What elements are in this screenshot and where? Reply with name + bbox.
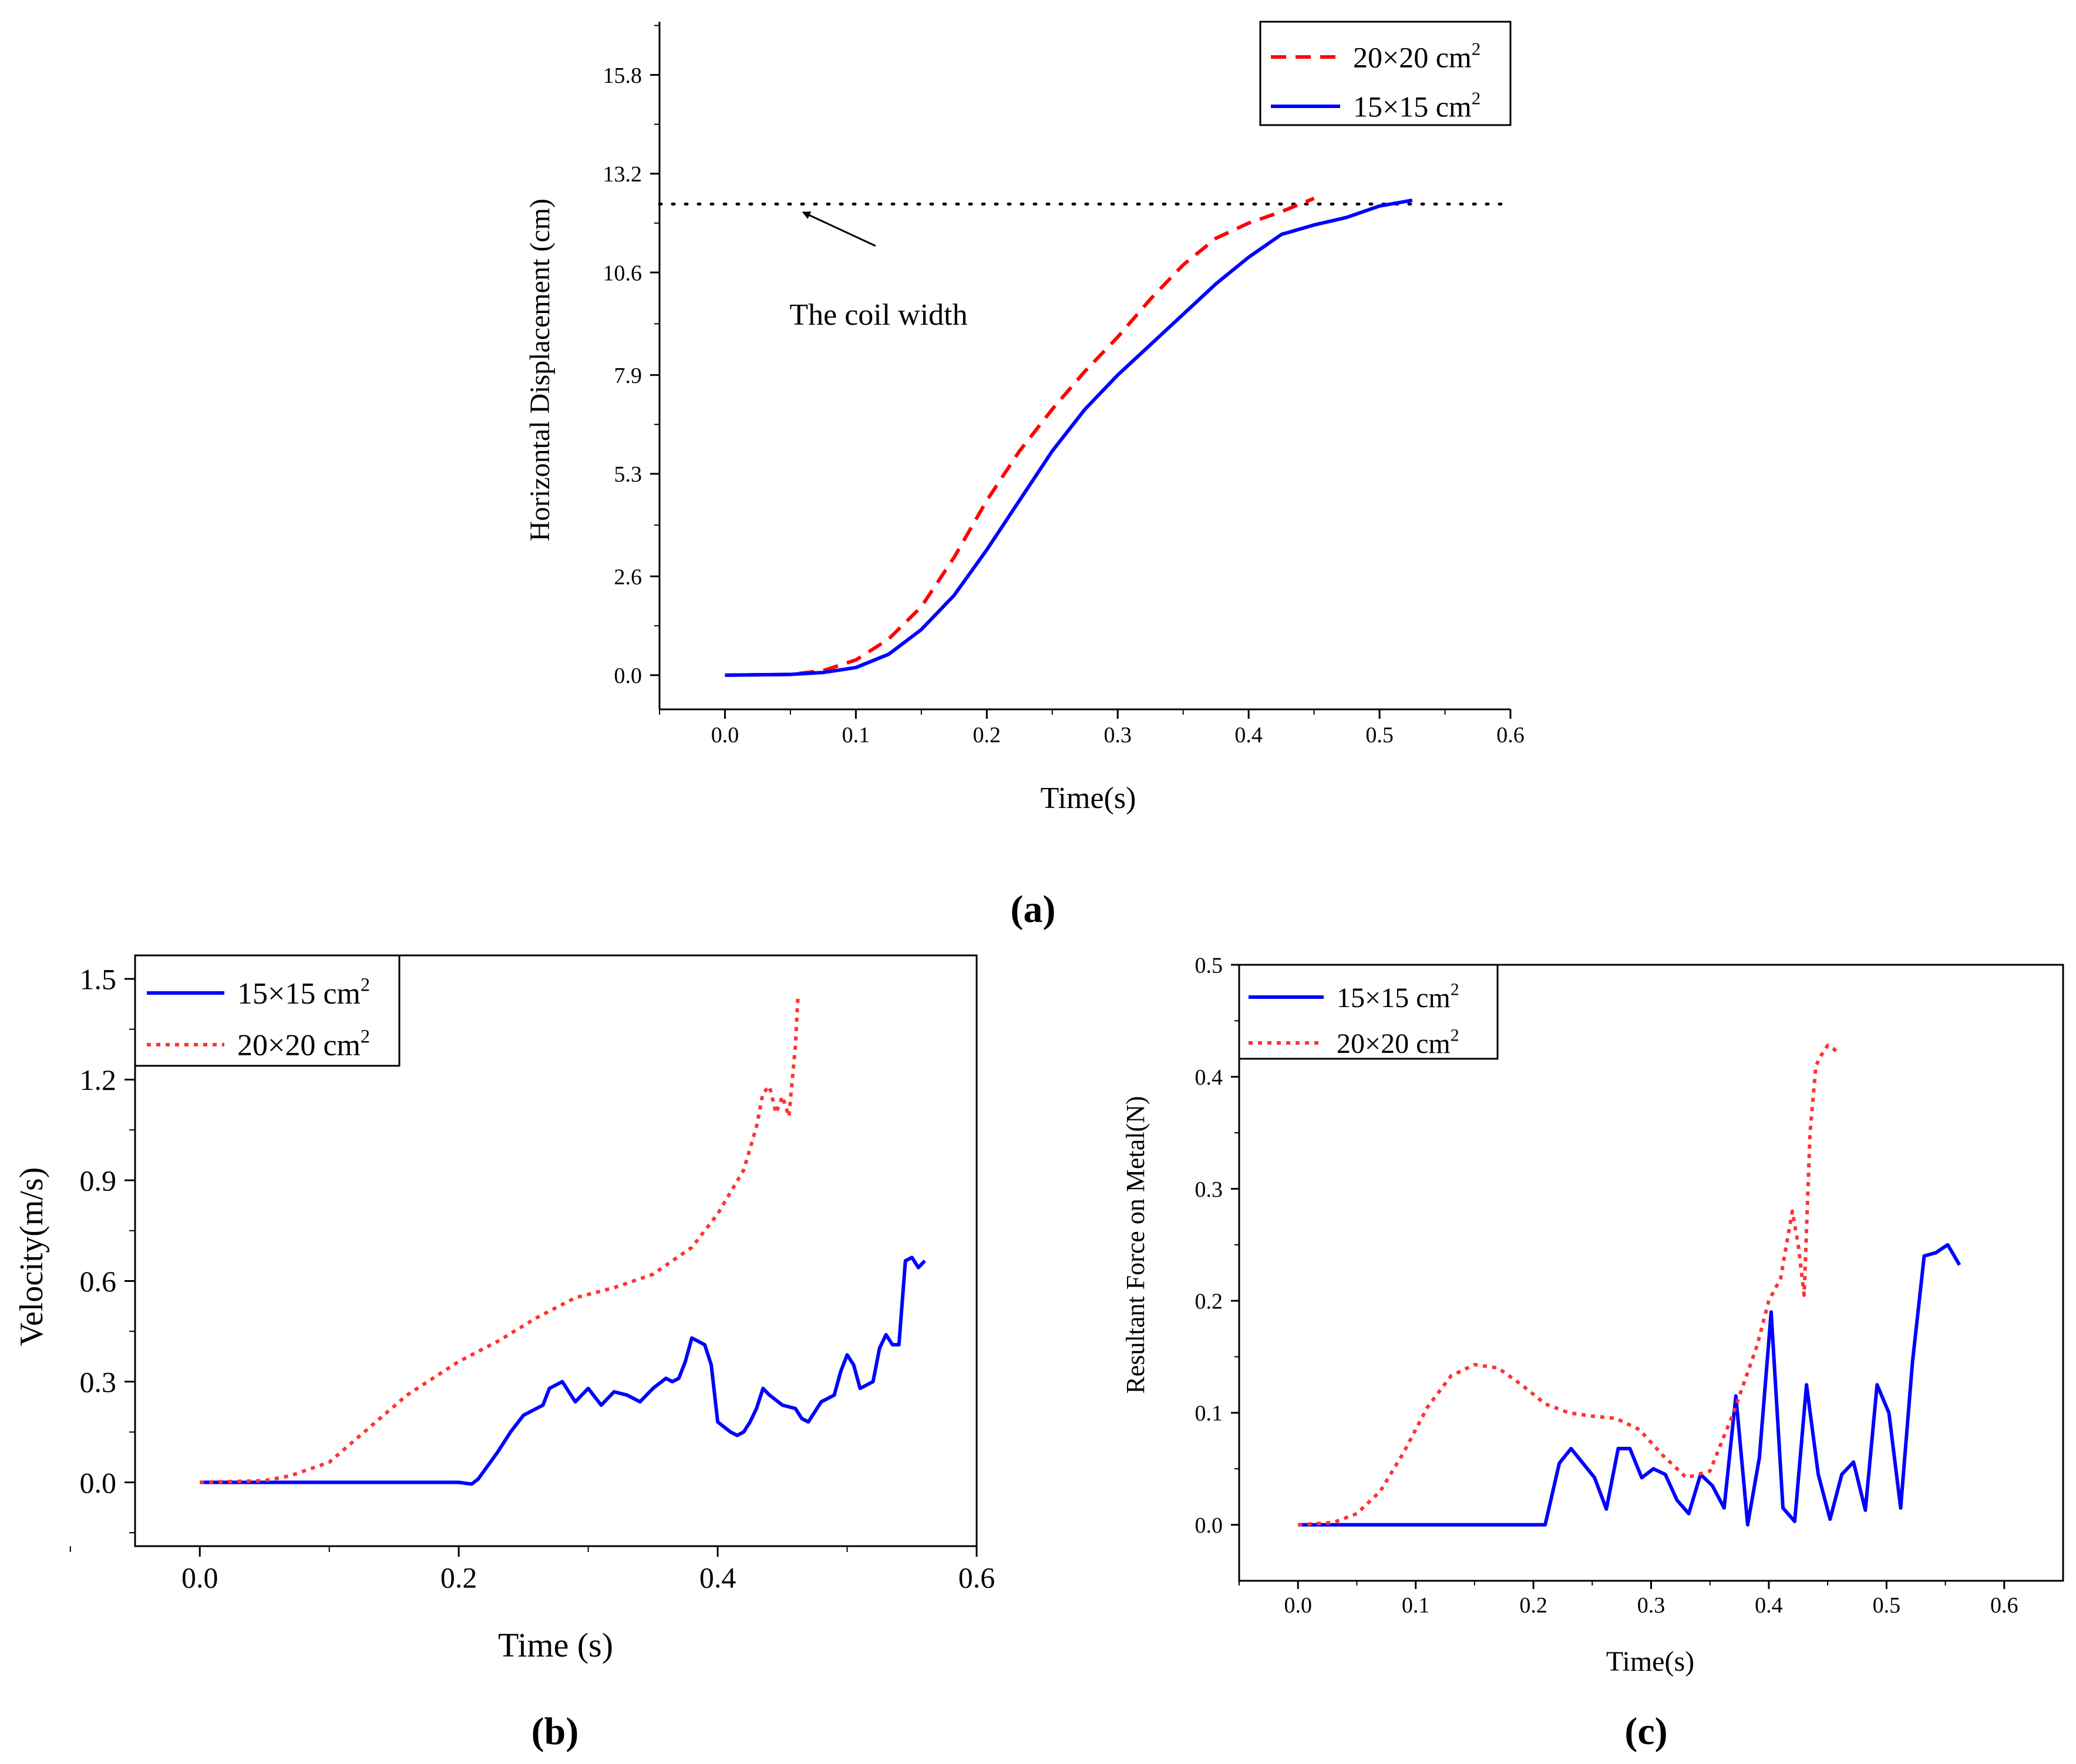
y-tick-label: 1.5 (80, 963, 117, 996)
annotation-arrow (802, 211, 876, 247)
y-tick-label: 10.6 (603, 261, 642, 285)
series-line-20-20 (1298, 1043, 1841, 1527)
x-tick-label: 0.1 (1402, 1593, 1430, 1618)
y-tick-label: 1.2 (80, 1063, 117, 1096)
legend-label: 20×20 cm2 (1353, 39, 1481, 74)
legend-label-superscript: 2 (1472, 39, 1481, 59)
y-tick-label: 15.8 (603, 63, 642, 88)
y-tick-label: 0.9 (80, 1164, 117, 1197)
panel-c-ylabel: Resultant Force on Metal(N) (1121, 1096, 1150, 1393)
x-tick-label: 0.2 (440, 1561, 477, 1594)
x-tick-label: 0.3 (1637, 1593, 1665, 1618)
x-tick-label: 0.6 (1990, 1593, 2018, 1618)
x-tick-label: 0.1 (842, 723, 870, 748)
panel-a-label: (a) (1011, 888, 1056, 931)
legend-label-superscript: 2 (1472, 88, 1481, 109)
y-tick-label: 0.4 (1195, 1065, 1223, 1090)
series-line-15-15 (725, 198, 1413, 677)
x-tick-label: 0.2 (973, 723, 1001, 748)
x-tick-label: 0.6 (958, 1561, 995, 1594)
legend-label-superscript: 2 (361, 974, 370, 995)
panel-c: Resultant Force on Metal(N) Time(s) (c) … (1121, 953, 2064, 1753)
y-tick-label: 0.3 (1195, 1177, 1223, 1202)
panel-a-coil-width-annotation: The coil width (789, 298, 967, 332)
x-tick-label: 0.6 (1496, 723, 1525, 748)
legend-label: 20×20 cm2 (237, 1025, 370, 1062)
x-tick-label: 0.0 (711, 723, 739, 748)
panel-b-xlabel: Time (s) (498, 1626, 613, 1664)
legend-label-superscript: 2 (1451, 980, 1459, 999)
legend-label: 15×15 cm2 (237, 974, 370, 1011)
panel-b-label: (b) (531, 1710, 579, 1753)
plot-frame (134, 954, 978, 1547)
legend-label: 15×15 cm2 (1337, 980, 1459, 1014)
x-tick-label: 0.5 (1873, 1593, 1901, 1618)
legend: 15×15 cm2 20×20 cm2 (134, 954, 401, 1067)
y-tick-label: 13.2 (603, 162, 642, 187)
y-tick-label: 0.2 (1195, 1289, 1223, 1314)
x-tick-label: 0.5 (1365, 723, 1394, 748)
x-tick-label: 0.4 (1755, 1593, 1783, 1618)
y-tick-label: 0.0 (614, 664, 642, 688)
y-tick-label: 7.9 (614, 363, 642, 388)
y-tick-label: 0.3 (80, 1365, 117, 1398)
legend-label: 20×20 cm2 (1337, 1026, 1459, 1059)
legend-box (134, 954, 401, 1067)
panel-b: Velocity(m/s) Time (s) (b) 0.0 0.2 0.4 0.6 0… (14, 954, 995, 1753)
panel-c-label: (c) (1624, 1710, 1667, 1753)
x-tick-label: 0.2 (1519, 1593, 1547, 1618)
panel-a-ylabel: Horizontal Displacement (cm) (524, 198, 556, 541)
y-tick-label: 0.5 (1195, 953, 1223, 978)
legend-label-superscript: 2 (1451, 1026, 1459, 1045)
x-tick-label: 0.3 (1103, 723, 1132, 748)
legend: 15×15 cm2 20×20 cm2 (1238, 964, 1499, 1060)
y-tick-label: 2.6 (614, 565, 642, 590)
legend-label: 15×15 cm2 (1353, 88, 1481, 123)
panel-a-xlabel: Time(s) (1041, 782, 1136, 815)
series-line-20-20 (725, 197, 1315, 677)
legend: 20×20 cm2 15×15 cm2 (1259, 21, 1512, 126)
panel-a: Horizontal Displacement (cm) Time(s) The… (524, 21, 1525, 931)
y-tick-label: 0.6 (80, 1265, 117, 1298)
panel-b-ylabel: Velocity(m/s) (14, 1167, 50, 1346)
x-tick-label: 0.0 (1284, 1593, 1312, 1618)
x-tick-label: 0.4 (699, 1561, 736, 1594)
x-tick-label: 0.4 (1234, 723, 1263, 748)
panel-c-xlabel: Time(s) (1606, 1646, 1694, 1677)
y-tick-label: 0.1 (1195, 1401, 1223, 1426)
legend-label-superscript: 2 (361, 1025, 370, 1046)
y-tick-label: 5.3 (614, 462, 642, 487)
y-tick-label: 0.0 (80, 1466, 117, 1499)
y-tick-label: 0.0 (1195, 1513, 1223, 1538)
x-tick-label: 0.0 (181, 1561, 218, 1594)
series-line-20-20 (200, 995, 800, 1484)
series-line-15-15 (1298, 1243, 1961, 1527)
series-line-15-15 (200, 1255, 926, 1486)
legend-box (1238, 964, 1499, 1060)
